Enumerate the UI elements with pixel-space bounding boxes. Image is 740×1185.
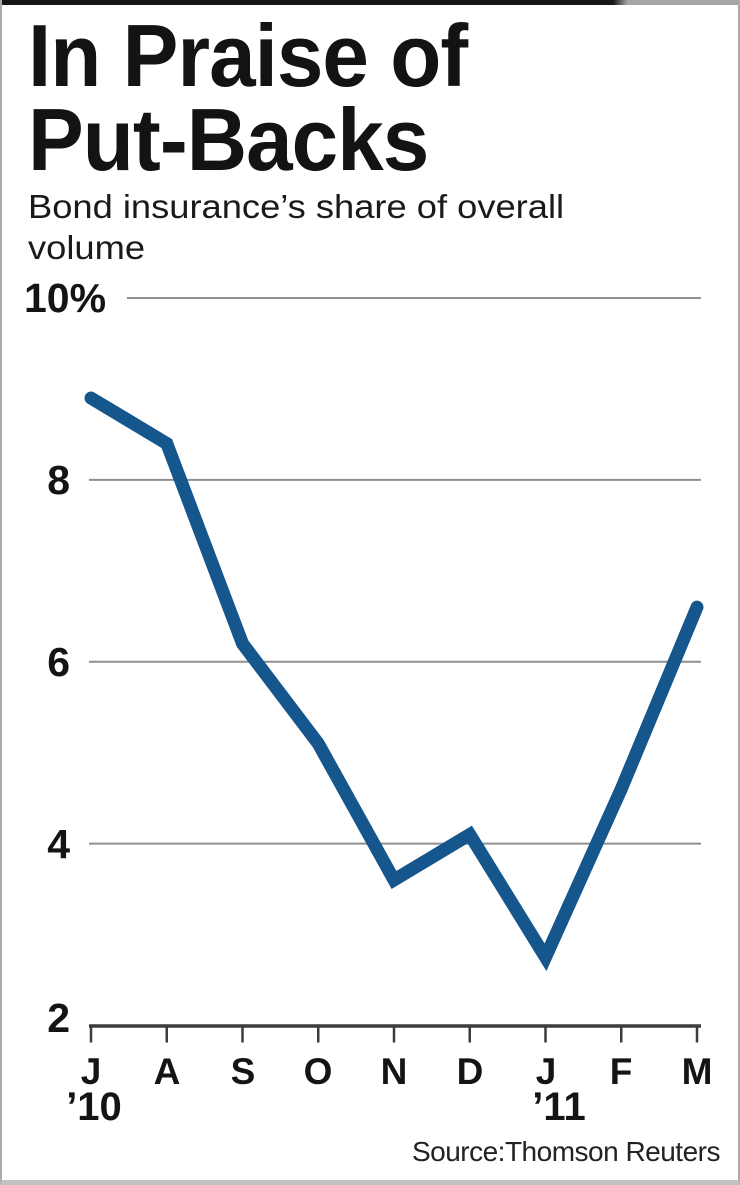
chart-subtitle: Bond insurance’s share of overall volume xyxy=(28,188,565,266)
x-axis-year-label-11: ’11 xyxy=(532,1085,586,1129)
top-rule-divider xyxy=(2,0,738,5)
y-axis-label-8: 8 xyxy=(47,457,70,503)
page-title-line2: Put-Backs xyxy=(28,90,429,189)
x-axis-label-2-S: S xyxy=(230,1051,256,1092)
x-axis-year-label-10: ’10 xyxy=(66,1085,122,1129)
source-attribution: Source:Thomson Reuters xyxy=(411,1136,721,1167)
x-axis-label-4-N: N xyxy=(380,1051,408,1092)
x-axis-label-6-J: J xyxy=(535,1051,557,1092)
y-axis-label-4: 4 xyxy=(47,821,70,867)
y-axis-label-10: 10% xyxy=(24,275,107,321)
x-axis-label-5-D: D xyxy=(456,1051,484,1092)
x-axis-label-8-M: M xyxy=(681,1051,713,1092)
x-axis-label-7-F: F xyxy=(609,1051,633,1092)
page-title-line1: In Praise of xyxy=(28,6,468,105)
page-title: In Praise of Put-Backs xyxy=(28,6,468,189)
x-axis-label-3-O: O xyxy=(303,1051,333,1092)
x-axis-label-0-J: J xyxy=(80,1051,102,1092)
x-axis-label-1-A: A xyxy=(153,1051,181,1092)
y-axis-label-2: 2 xyxy=(47,995,70,1041)
y-axis-label-6: 6 xyxy=(47,639,70,685)
data-line xyxy=(84,391,704,972)
